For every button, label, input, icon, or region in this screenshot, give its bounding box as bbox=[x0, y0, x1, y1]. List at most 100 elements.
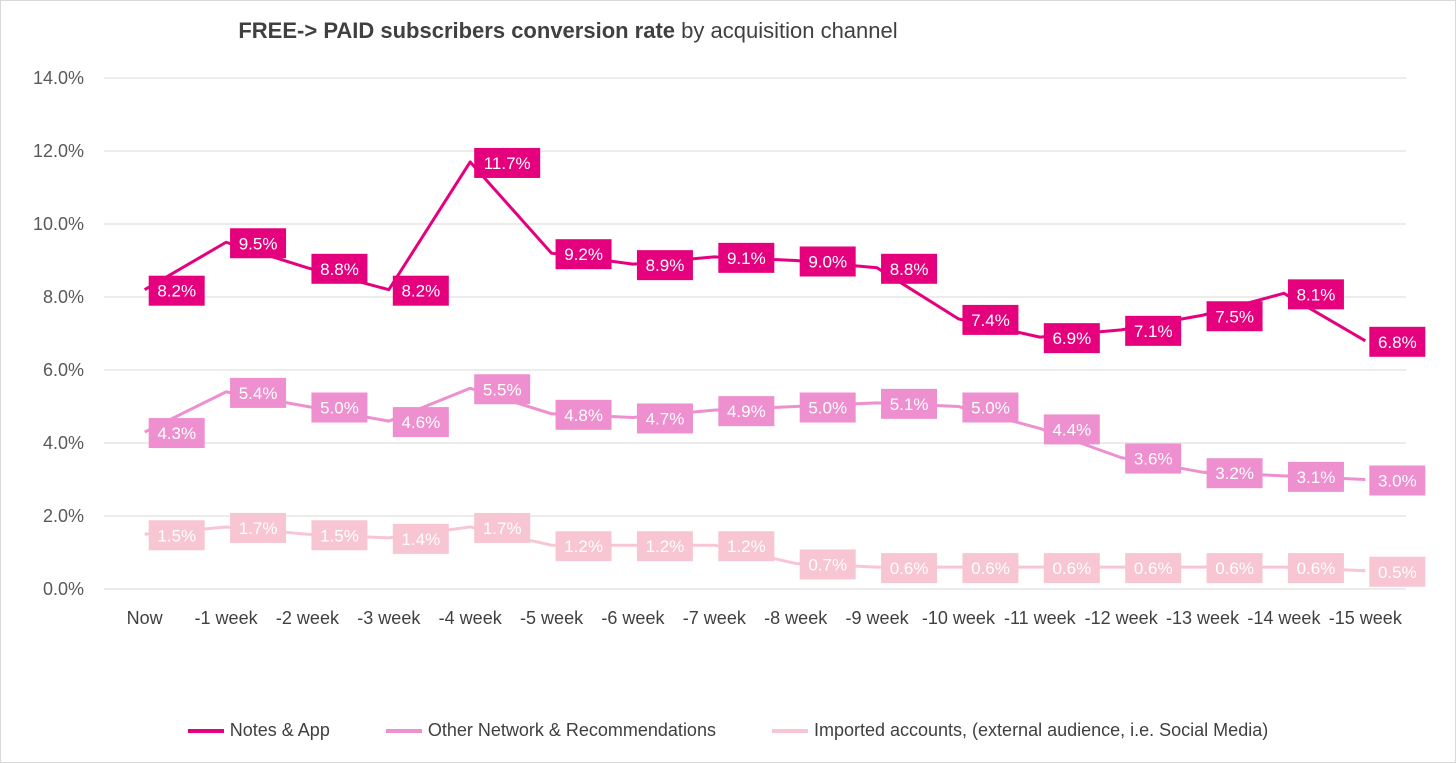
data-label: 4.7% bbox=[636, 403, 693, 434]
data-label-box bbox=[1206, 553, 1263, 584]
data-label-box bbox=[636, 250, 693, 281]
data-label: 8.2% bbox=[148, 275, 205, 306]
data-label: 1.5% bbox=[311, 520, 368, 551]
data-label-text: 7.5% bbox=[1215, 307, 1254, 326]
data-label-box bbox=[718, 396, 775, 427]
data-label-text: 8.8% bbox=[320, 260, 359, 279]
data-label-box bbox=[555, 399, 612, 430]
x-tick-label: Now bbox=[127, 608, 164, 628]
data-label-box bbox=[962, 392, 1019, 423]
data-label-text: 6.8% bbox=[1378, 333, 1417, 352]
data-label-box bbox=[230, 512, 287, 543]
data-label-box bbox=[392, 275, 449, 306]
data-label: 8.8% bbox=[881, 253, 938, 284]
data-label-text: 9.2% bbox=[564, 245, 603, 264]
data-label-box bbox=[474, 147, 541, 178]
data-label: 0.6% bbox=[1043, 553, 1100, 584]
data-label-text: 7.4% bbox=[971, 311, 1010, 330]
data-label-box bbox=[392, 407, 449, 438]
data-label: 9.0% bbox=[799, 246, 856, 277]
legend-label: Other Network & Recommendations bbox=[427, 720, 716, 740]
data-label: 7.1% bbox=[1125, 315, 1182, 346]
data-label-text: 3.1% bbox=[1297, 468, 1336, 487]
data-label-box bbox=[718, 531, 775, 562]
data-label-text: 4.7% bbox=[646, 409, 685, 428]
data-label-text: 11.7% bbox=[484, 154, 531, 173]
line-chart: 0.0% 2.0% 4.0% 6.0% 8.0% 10.0% 12.0% 14.0% Now -… bbox=[33, 68, 1426, 628]
data-label: 1.2% bbox=[555, 531, 612, 562]
legend: Notes & App Other Network & Recommendatio… bbox=[0, 720, 1456, 741]
data-label-box bbox=[1369, 556, 1426, 587]
data-label-box bbox=[636, 403, 693, 434]
data-label: 11.7% bbox=[474, 147, 541, 178]
x-tick-label: -6 week bbox=[601, 608, 665, 628]
data-label-text: 1.2% bbox=[564, 537, 603, 556]
data-labels: 8.2% 9.5% 8.8% 8.2% 11.7% 9.2% 8.9% 9.1% 9.0% 8.8… bbox=[148, 147, 1426, 587]
y-tick-label: 8.0% bbox=[43, 287, 84, 307]
data-label-text: 1.7% bbox=[239, 519, 278, 538]
data-label-box bbox=[1043, 323, 1100, 354]
y-tick-label: 0.0% bbox=[43, 579, 84, 599]
data-label-text: 0.5% bbox=[1378, 563, 1417, 582]
data-label-box bbox=[555, 239, 612, 270]
data-label-box bbox=[311, 392, 368, 423]
x-tick-label: -10 week bbox=[922, 608, 996, 628]
data-label-box bbox=[799, 246, 856, 277]
data-label-text: 4.6% bbox=[401, 413, 440, 432]
data-label-text: 4.9% bbox=[727, 402, 766, 421]
data-label: 5.0% bbox=[962, 392, 1019, 423]
legend-item: Other Network & Recommendations bbox=[385, 720, 716, 741]
data-label-text: 0.6% bbox=[1297, 559, 1336, 578]
data-label-box bbox=[962, 304, 1019, 335]
data-label-text: 7.1% bbox=[1134, 322, 1173, 341]
data-label-box bbox=[311, 253, 368, 284]
x-tick-label: -5 week bbox=[520, 608, 584, 628]
y-tick-label: 10.0% bbox=[33, 214, 84, 234]
x-tick-label: -7 week bbox=[683, 608, 747, 628]
data-label: 5.1% bbox=[881, 388, 938, 419]
data-label: 9.5% bbox=[230, 228, 287, 259]
y-tick-label: 4.0% bbox=[43, 433, 84, 453]
data-label: 0.6% bbox=[1125, 553, 1182, 584]
y-tick-label: 2.0% bbox=[43, 506, 84, 526]
x-tick-label: -4 week bbox=[439, 608, 503, 628]
x-tick-label: -12 week bbox=[1085, 608, 1159, 628]
data-label-text: 4.8% bbox=[564, 406, 603, 425]
data-label: 3.1% bbox=[1287, 461, 1344, 492]
y-tick-label: 6.0% bbox=[43, 360, 84, 380]
data-label-box bbox=[311, 520, 368, 551]
x-tick-label: -9 week bbox=[846, 608, 910, 628]
data-label-box bbox=[1369, 326, 1426, 357]
data-label: 4.3% bbox=[148, 418, 205, 449]
data-label-box bbox=[392, 523, 449, 554]
data-label-text: 1.5% bbox=[320, 526, 359, 545]
data-label-box bbox=[636, 531, 693, 562]
data-label-text: 0.7% bbox=[808, 555, 847, 574]
legend-label: Imported accounts, (external audience, i… bbox=[813, 720, 1269, 740]
data-label-text: 5.5% bbox=[483, 380, 522, 399]
data-label-box bbox=[1043, 553, 1100, 584]
data-label: 5.5% bbox=[474, 374, 531, 405]
data-label: 1.2% bbox=[636, 531, 693, 562]
legend-swatch bbox=[187, 728, 224, 733]
x-tick-label: -1 week bbox=[195, 608, 259, 628]
data-label-box bbox=[881, 388, 938, 419]
data-label: 5.0% bbox=[799, 392, 856, 423]
legend-swatch bbox=[385, 728, 422, 733]
y-tick-label: 12.0% bbox=[33, 141, 84, 161]
data-label-text: 1.2% bbox=[727, 537, 766, 556]
data-label-box bbox=[555, 531, 612, 562]
grid-lines bbox=[104, 77, 1406, 590]
y-axis: 0.0% 2.0% 4.0% 6.0% 8.0% 10.0% 12.0% 14.0% bbox=[33, 68, 84, 599]
data-label-box bbox=[1043, 414, 1100, 445]
data-label: 0.5% bbox=[1369, 556, 1426, 587]
data-label-text: 4.4% bbox=[1052, 420, 1091, 439]
data-label: 0.6% bbox=[962, 553, 1019, 584]
data-label-box bbox=[881, 553, 938, 584]
data-label: 8.1% bbox=[1287, 279, 1344, 310]
data-label: 4.6% bbox=[392, 407, 449, 438]
data-label-box bbox=[1287, 461, 1344, 492]
x-tick-label: -2 week bbox=[276, 608, 340, 628]
data-label-text: 5.0% bbox=[971, 399, 1010, 418]
data-label-box bbox=[1125, 315, 1182, 346]
